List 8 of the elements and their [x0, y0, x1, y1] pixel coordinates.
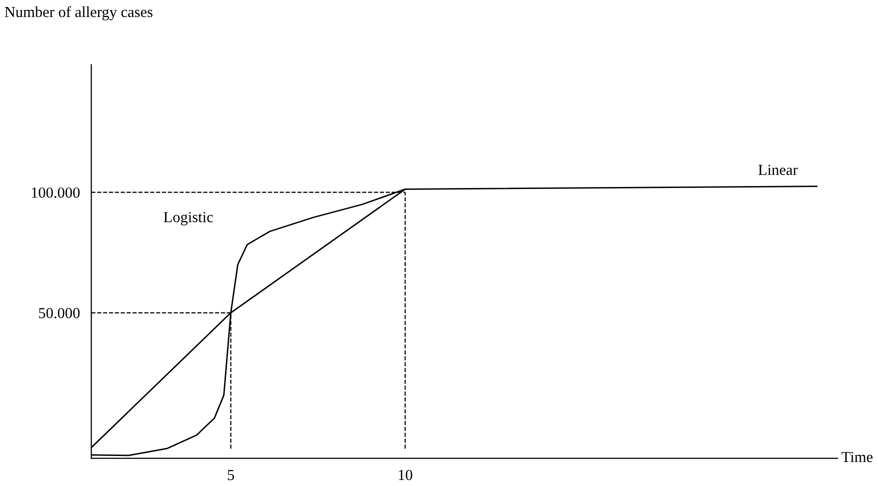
- text: Logistic: [164, 212, 213, 226]
- y-axis-title: Number of allergy cases: [4, 6, 152, 20]
- y-tick-label: 100.000: [32, 187, 80, 198]
- x-axis-title: Time: [842, 452, 873, 462]
- x-tick-label: 5: [228, 470, 234, 480]
- y-tick-label: 50.000: [39, 308, 80, 318]
- x-tick-label: 10: [398, 470, 412, 480]
- series-label: Linear: [758, 164, 798, 176]
